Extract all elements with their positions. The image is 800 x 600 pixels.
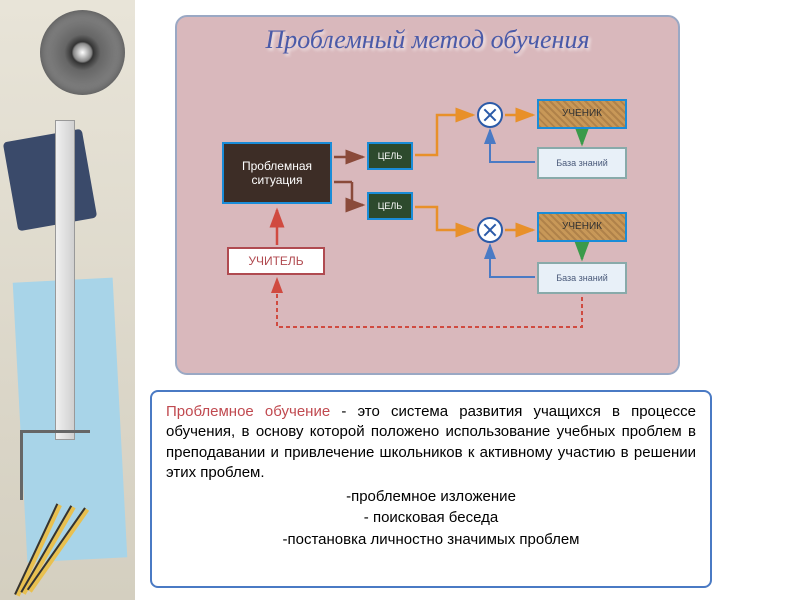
node-teacher: УЧИТЕЛЬ xyxy=(227,247,325,275)
node-student-1: УЧЕНИК xyxy=(537,99,627,129)
definition-lead: Проблемное обучение xyxy=(166,403,330,420)
node-knowledge-base-2: База знаний xyxy=(537,262,627,294)
ruler-icon xyxy=(55,120,75,440)
text-panel: Проблемное обучение - это система развит… xyxy=(150,390,712,588)
cd-disc-icon xyxy=(40,10,125,95)
diagram-panel: Проблемный метод обучения xyxy=(175,15,680,375)
node-problem-situation: Проблемная ситуация xyxy=(222,142,332,204)
node-knowledge-base-1: База знаний xyxy=(537,147,627,179)
node-goal-2: ЦЕЛЬ xyxy=(367,192,413,220)
stapler-icon xyxy=(3,129,97,232)
definition-text: Проблемное обучение - это система развит… xyxy=(166,402,696,483)
node-student-2: УЧЕНИК xyxy=(537,212,627,242)
diagram-title: Проблемный метод обучения xyxy=(177,25,678,55)
node-combiner-1 xyxy=(477,102,503,128)
list-item: -проблемное изложение xyxy=(166,487,696,507)
node-combiner-2 xyxy=(477,217,503,243)
definition-list: -проблемное изложение - поисковая беседа… xyxy=(166,487,696,550)
list-item: - поисковая беседа xyxy=(166,508,696,528)
pencils-icon xyxy=(25,500,115,590)
node-goal-1: ЦЕЛЬ xyxy=(367,142,413,170)
list-item: -постановка личностно значимых проблем xyxy=(166,530,696,550)
square-tool-icon xyxy=(20,430,90,500)
sidebar-decoration xyxy=(0,0,135,600)
